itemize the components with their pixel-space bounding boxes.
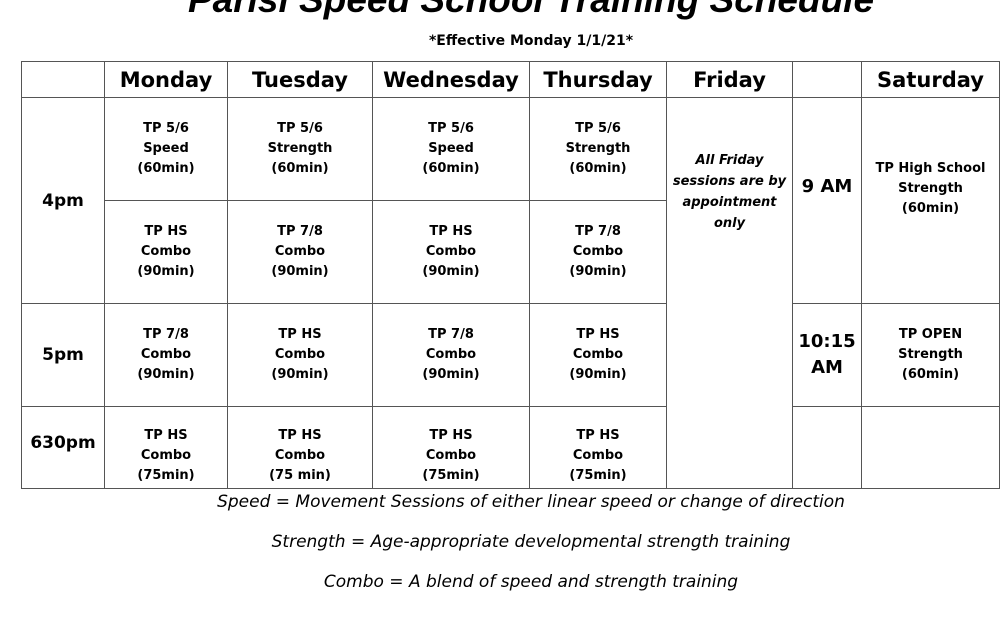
session-cell: TP 5/6 Speed (60min): [104, 97, 228, 201]
table-row: TP HS Combo (90min) TP 7/8 Combo (90min) TP …: [22, 200, 1000, 304]
session-cell: TP HS Combo (75 min): [227, 406, 373, 489]
schedule-table: Monday Tuesday Wednesday Thursday Friday…: [21, 61, 1000, 489]
session-cell: TP HS Combo (90min): [529, 303, 667, 407]
session-cell: TP HS Combo (90min): [372, 200, 530, 304]
session-cell: TP 7/8 Combo (90min): [529, 200, 667, 304]
time-label-4pm: 4pm: [21, 97, 105, 304]
session-cell: TP 7/8 Combo (90min): [372, 303, 530, 407]
saturday-time-header: [792, 61, 862, 98]
header-row: Monday Tuesday Wednesday Thursday Friday…: [21, 61, 1000, 98]
session-cell: TP HS Combo (90min): [227, 303, 373, 407]
time-label-5pm: 5pm: [21, 303, 105, 407]
session-cell: TP HS Combo (75min): [529, 406, 667, 489]
saturday-empty-time: [792, 406, 862, 489]
schedule-title: Parisi Speed School Training Schedule: [0, 0, 1000, 22]
day-header-monday: Monday: [104, 61, 228, 98]
table-row: 4pm TP 5/6 Speed (60min) TP 5/6 Strength (60…: [21, 97, 1000, 489]
legend-combo: Combo = A blend of speed and strength tr…: [323, 572, 739, 592]
session-cell: TP 7/8 Combo (90min): [104, 303, 228, 407]
legend-strength: Strength = Age-appropriate developmental…: [271, 532, 791, 552]
session-cell: TP 5/6 Speed (60min): [372, 97, 530, 201]
day-header-wednesday: Wednesday: [372, 61, 530, 98]
session-cell: TP 5/6 Strength (60min): [529, 97, 667, 201]
session-cell: TP HS Combo (75min): [104, 406, 228, 489]
corner-cell: [21, 61, 105, 98]
effective-date: *Effective Monday 1/1/21*: [428, 33, 634, 49]
saturday-time-1015am: 10:15 AM: [792, 303, 862, 407]
table-row: 630pm TP HS Combo (75min) TP HS Combo (75 mi…: [21, 406, 1000, 489]
time-label-630pm: 630pm: [21, 406, 105, 489]
session-cell: TP 5/6 Strength (60min): [227, 97, 373, 201]
session-cell: TP HS Combo (90min): [104, 200, 228, 304]
saturday-empty-session: [861, 406, 1000, 489]
day-header-friday: Friday: [666, 61, 793, 98]
day-header-saturday: Saturday: [861, 61, 1000, 98]
session-cell: TP HS Combo (75min): [372, 406, 530, 489]
legend-speed: Speed = Movement Sessions of either line…: [217, 492, 845, 512]
day-header-tuesday: Tuesday: [227, 61, 373, 98]
table-row: 5pm TP 7/8 Combo (90min) TP HS Combo (90min)…: [21, 303, 1000, 407]
saturday-session-2: TP OPEN Strength (60min): [861, 303, 1000, 407]
saturday-session-1: TP High School Strength (60min): [861, 97, 1000, 304]
saturday-time-9am: 9 AM: [792, 97, 862, 304]
day-header-thursday: Thursday: [529, 61, 667, 98]
friday-appointment-note: All Friday sessions are by appointment only: [666, 97, 793, 489]
session-cell: TP 7/8 Combo (90min): [227, 200, 373, 304]
